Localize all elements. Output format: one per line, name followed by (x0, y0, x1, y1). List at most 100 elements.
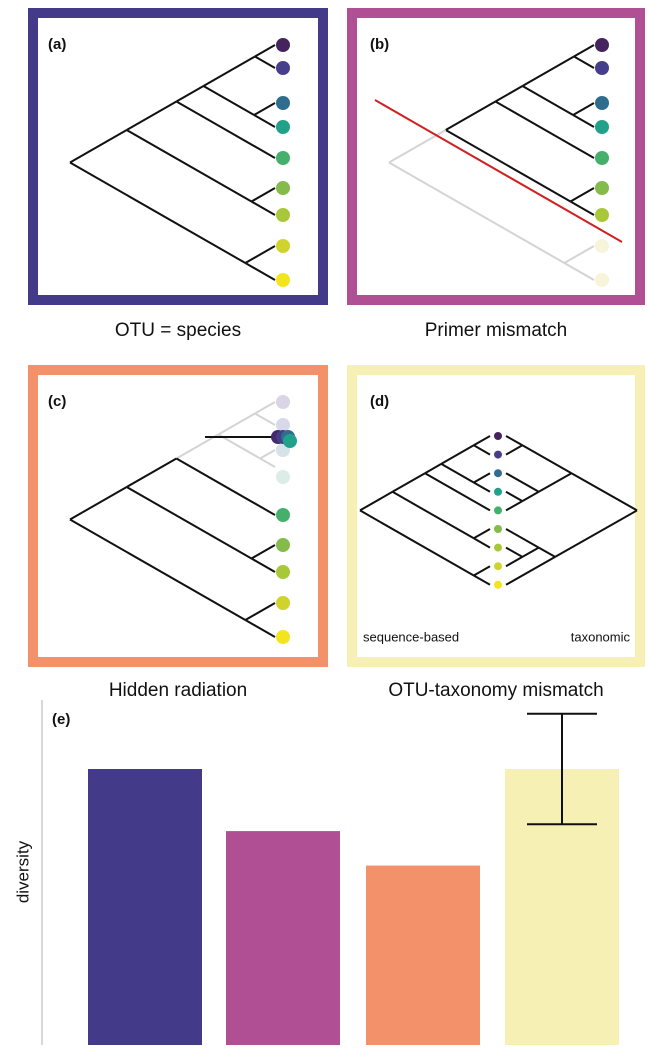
branch (254, 412, 276, 426)
branch (505, 546, 523, 558)
panel-caption: Primer mismatch (425, 320, 568, 341)
branch (538, 472, 572, 493)
trees (69, 38, 638, 644)
branch (424, 463, 442, 475)
tip (595, 239, 609, 253)
branch (202, 85, 255, 116)
branch (250, 557, 276, 573)
branch (175, 457, 276, 516)
branch (254, 55, 276, 69)
branch (505, 435, 523, 447)
tip (494, 487, 502, 496)
branch (569, 187, 595, 203)
branch (259, 449, 276, 460)
tip (494, 432, 502, 440)
branch (126, 129, 252, 203)
branch (505, 528, 540, 549)
branch (505, 490, 523, 502)
tip (276, 151, 290, 165)
bar (226, 831, 340, 1045)
branch (254, 401, 276, 415)
branch (505, 444, 523, 456)
panel-frame (347, 365, 645, 667)
tip (276, 120, 290, 134)
branch (494, 85, 523, 103)
branch (175, 85, 204, 103)
tree-label: taxonomic (571, 629, 631, 644)
tip (494, 525, 502, 533)
branch (69, 129, 128, 164)
tip (494, 450, 502, 459)
tip (595, 96, 609, 110)
branch (473, 435, 491, 447)
branch (473, 537, 491, 549)
panel-frame (28, 8, 328, 305)
tip (494, 562, 502, 571)
branch (440, 463, 475, 484)
branch (175, 433, 219, 460)
tip (276, 538, 290, 552)
tip (595, 208, 609, 222)
branch (505, 472, 540, 493)
branch (554, 509, 638, 558)
branch (359, 509, 475, 577)
branch (569, 200, 595, 216)
tip (595, 120, 609, 134)
branch (202, 55, 256, 87)
branch (217, 412, 256, 436)
branch (505, 556, 556, 586)
panel-label: (a) (48, 36, 66, 53)
tree-label: sequence-based (363, 629, 459, 644)
branch (573, 55, 595, 69)
tip (276, 96, 290, 110)
branch (253, 102, 276, 116)
branch (250, 187, 276, 203)
tip (595, 61, 609, 75)
branch (572, 114, 595, 128)
tip (595, 38, 609, 52)
branch (126, 457, 177, 488)
tip (276, 508, 290, 522)
branch (359, 490, 393, 512)
branch (538, 546, 556, 558)
branch (473, 565, 491, 577)
tip (595, 151, 609, 165)
branch (259, 457, 276, 468)
branch (445, 100, 496, 131)
branch (217, 433, 261, 460)
branch (175, 100, 276, 159)
panel-label: (d) (370, 393, 389, 410)
panel-label: (b) (370, 36, 389, 53)
tip (595, 181, 609, 195)
tip (276, 470, 290, 484)
branch (473, 472, 491, 484)
branch (126, 100, 177, 131)
branch (69, 161, 246, 264)
branch (69, 486, 128, 521)
branch (250, 200, 276, 216)
tip (276, 565, 290, 579)
branch (521, 490, 540, 502)
branch (473, 444, 491, 456)
tip (276, 418, 290, 432)
panel-label: (c) (48, 393, 66, 410)
branch (254, 44, 276, 58)
branch (521, 55, 575, 87)
tip (276, 38, 290, 52)
panel-label: (e) (52, 711, 70, 728)
panel-frame (347, 8, 645, 305)
tip (276, 630, 290, 644)
bar (366, 865, 480, 1045)
y-axis-label: diversity (13, 840, 32, 903)
branch (563, 245, 595, 264)
branch (521, 444, 572, 475)
tip (494, 543, 502, 552)
branch (573, 44, 595, 58)
panel-caption: Hidden radiation (109, 680, 247, 701)
panel-frame (28, 365, 328, 667)
tip (494, 580, 502, 589)
branch (473, 481, 491, 493)
branch (392, 472, 426, 493)
branch (244, 245, 276, 264)
